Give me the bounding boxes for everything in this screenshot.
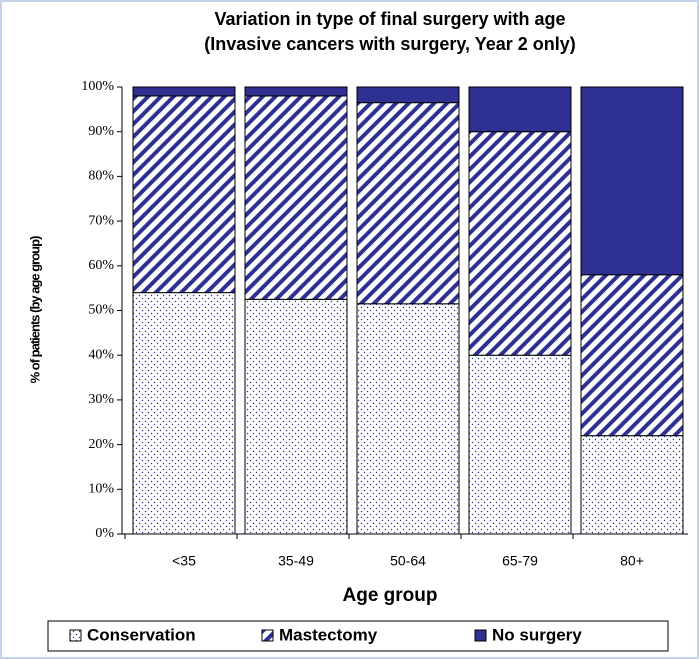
legend-swatch bbox=[474, 629, 487, 642]
bar-segment bbox=[244, 86, 348, 97]
bar-segment bbox=[244, 95, 348, 300]
chart-subtitle: (Invasive cancers with surgery, Year 2 o… bbox=[204, 34, 576, 54]
x-tick-label: 50-64 bbox=[390, 553, 426, 569]
y-tick-label: 20% bbox=[88, 437, 114, 452]
bar-segment bbox=[580, 86, 684, 276]
x-tick-label: 35-49 bbox=[278, 553, 314, 569]
y-tick-label: 100% bbox=[81, 79, 114, 94]
bar-segment bbox=[580, 274, 684, 437]
y-tick-label: 60% bbox=[88, 258, 114, 273]
bar-segment bbox=[132, 95, 236, 294]
y-tick-label: 50% bbox=[88, 303, 114, 318]
y-tick-label: 0% bbox=[95, 526, 114, 541]
legend-swatch bbox=[261, 629, 274, 642]
bar-segment bbox=[244, 298, 348, 535]
x-tick-label: 65-79 bbox=[502, 553, 538, 569]
legend-label: Mastectomy bbox=[279, 625, 378, 644]
y-tick-label: 40% bbox=[88, 347, 114, 362]
bar-segment bbox=[132, 292, 236, 535]
chart-title: Variation in type of final surgery with … bbox=[214, 9, 565, 29]
x-tick-label: 80+ bbox=[620, 553, 644, 569]
bar-segment bbox=[580, 435, 684, 535]
y-tick-label: 80% bbox=[88, 169, 114, 184]
legend-box bbox=[47, 620, 669, 652]
y-axis-label: % of patients (by age group) bbox=[27, 236, 42, 383]
legend-swatch bbox=[69, 629, 82, 642]
y-tick-label: 90% bbox=[88, 124, 114, 139]
x-axis-label: Age group bbox=[343, 585, 438, 606]
y-tick-label: 10% bbox=[88, 482, 114, 497]
legend-label: Conservation bbox=[87, 625, 196, 644]
legend-label: No surgery bbox=[492, 625, 582, 644]
bar-segment bbox=[468, 131, 572, 356]
bar-segment bbox=[356, 86, 460, 104]
y-tick-label: 70% bbox=[88, 213, 114, 228]
x-tick-label: <35 bbox=[172, 553, 196, 569]
bar-segment bbox=[468, 354, 572, 535]
bar-segment bbox=[356, 102, 460, 305]
bar-segment bbox=[132, 86, 236, 97]
y-tick-label: 30% bbox=[88, 392, 114, 407]
bar-segment bbox=[356, 303, 460, 535]
bar-segment bbox=[468, 86, 572, 133]
